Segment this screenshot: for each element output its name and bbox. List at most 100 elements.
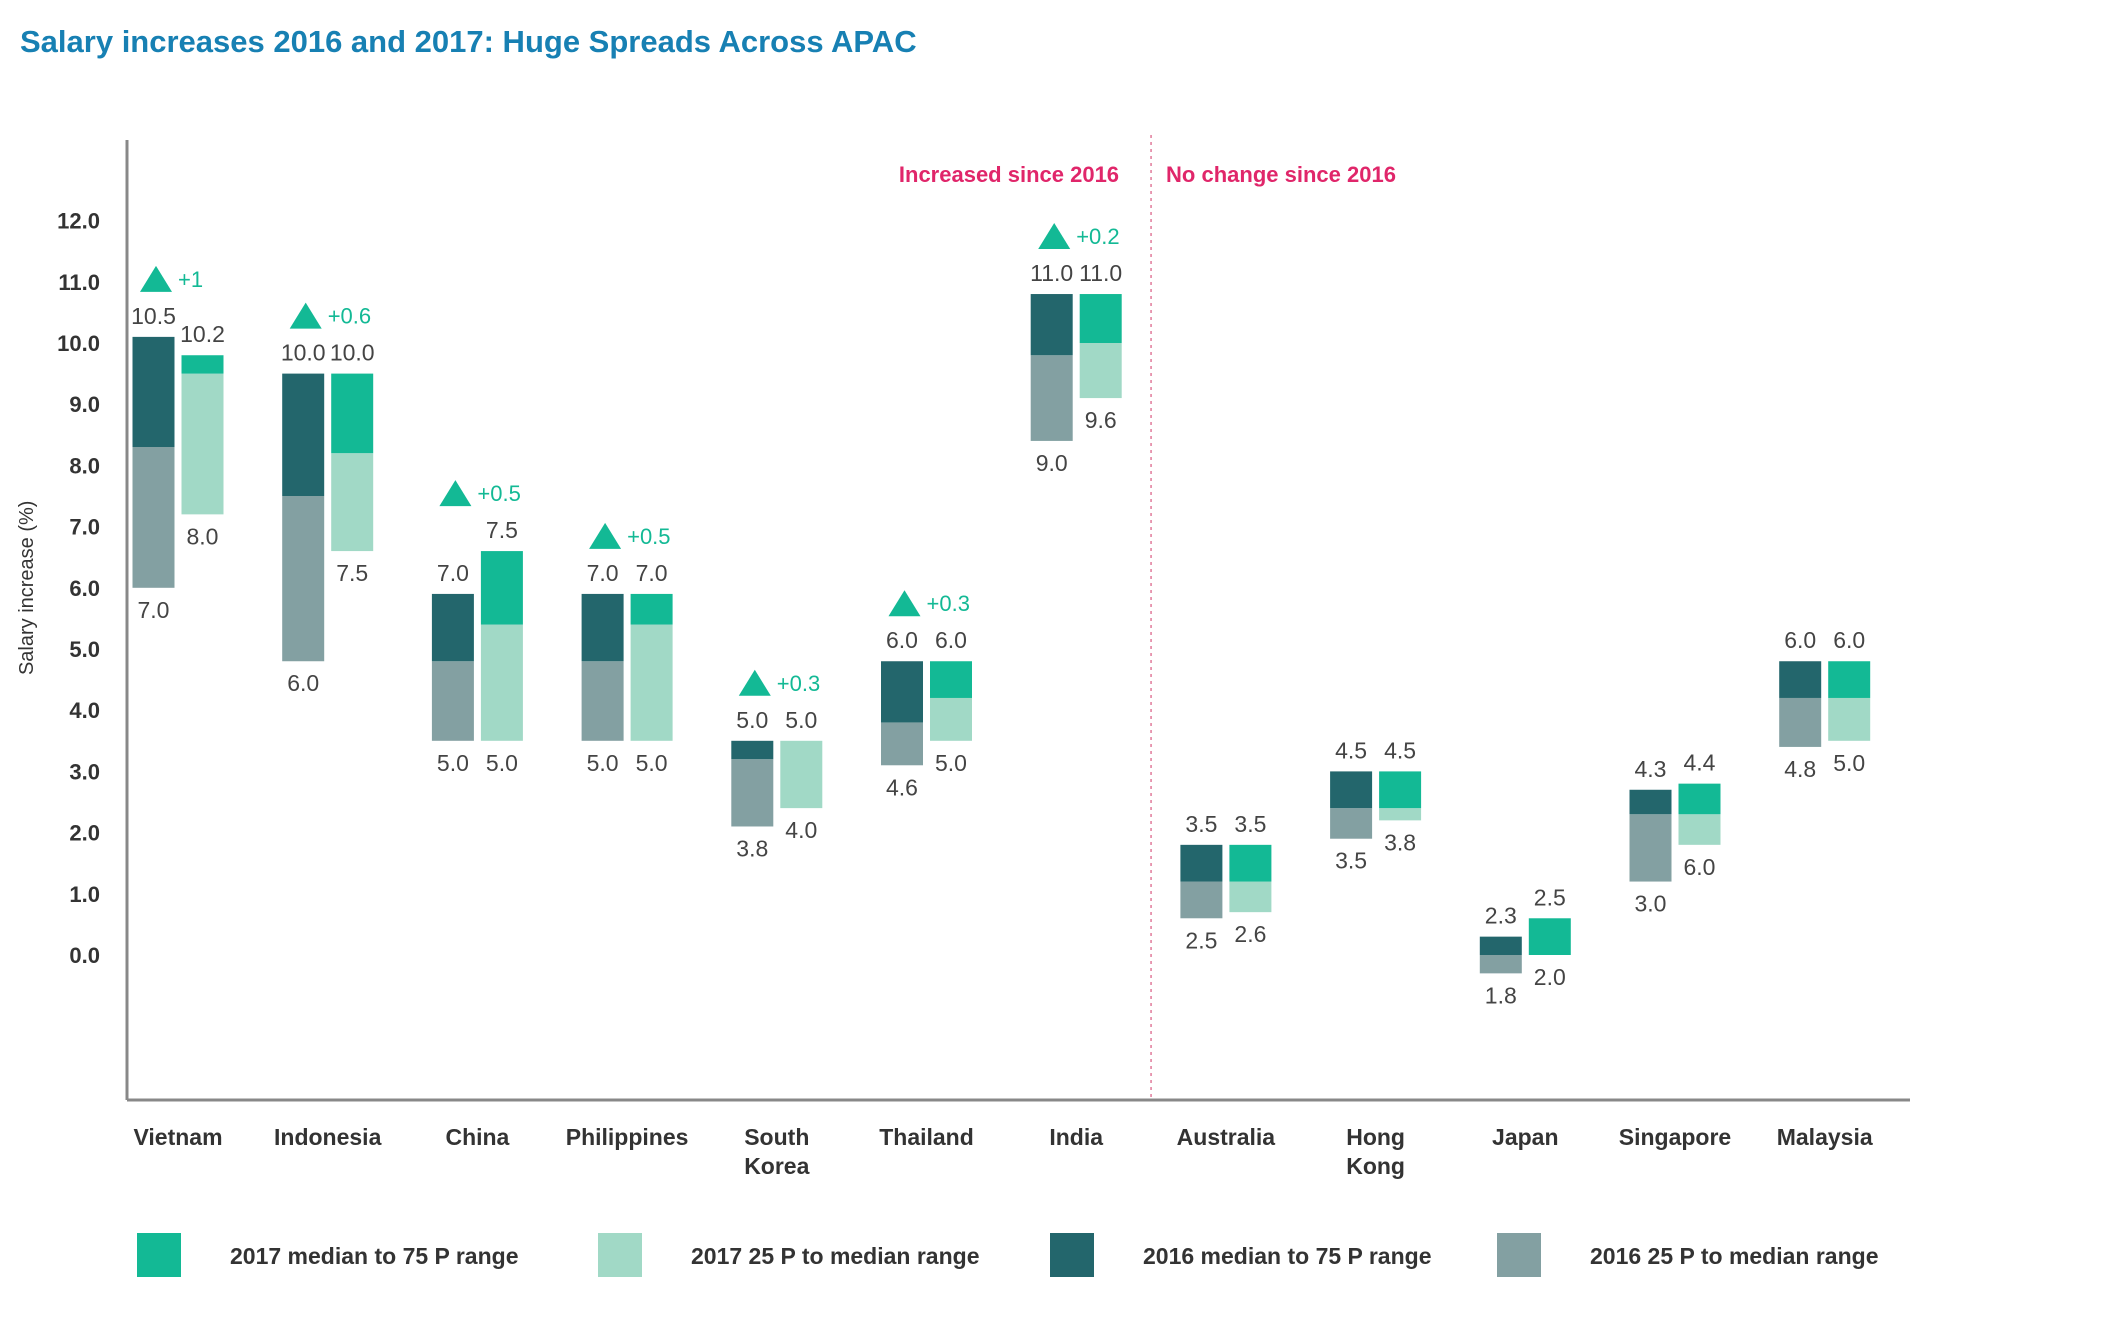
bar-2016-lower — [731, 759, 774, 827]
data-label-2016-bottom: 9.0 — [1036, 450, 1068, 476]
bar-2016-lower — [282, 496, 325, 662]
data-label-2016-top: 4.3 — [1635, 756, 1667, 782]
legend-swatch — [1497, 1233, 1541, 1277]
bar-2017-upper — [1678, 783, 1721, 815]
bar-2017-lower — [480, 624, 523, 741]
bar-2017-lower — [780, 740, 823, 809]
bar-2017-lower — [181, 373, 224, 515]
chart-title: Salary increases 2016 and 2017: Huge Spr… — [20, 24, 917, 59]
bar-2016-lower — [881, 722, 923, 766]
data-label-2016-bottom: 5.0 — [437, 750, 469, 776]
category-label: Malaysia — [1777, 1124, 1873, 1150]
data-label-2017-bottom: 5.0 — [935, 750, 967, 776]
category-label: Japan — [1492, 1124, 1558, 1150]
y-tick-label: 4.0 — [69, 698, 100, 723]
data-label-2016-bottom: 3.5 — [1335, 848, 1367, 874]
data-label-2017-top: 11.0 — [1079, 260, 1122, 286]
delta-label: +0.3 — [777, 671, 820, 696]
legend-swatch — [598, 1233, 642, 1277]
data-label-2016-top: 6.0 — [1784, 627, 1816, 653]
bar-2016-upper — [431, 593, 474, 662]
delta-label: +1 — [178, 267, 203, 292]
y-tick-label: 12.0 — [57, 209, 100, 234]
bar-2016-upper — [581, 593, 624, 662]
bar-2017-upper — [930, 661, 972, 698]
data-label-2017-bottom: 2.6 — [1234, 921, 1266, 947]
data-label-2017-bottom: 5.0 — [1833, 750, 1865, 776]
section-label-no-change: No change since 2016 — [1166, 162, 1396, 187]
category-label: Singapore — [1619, 1124, 1731, 1150]
y-tick-label: 6.0 — [69, 576, 100, 601]
data-label-2016-top: 10.0 — [281, 340, 326, 366]
data-label-2016-bottom: 4.8 — [1784, 756, 1816, 782]
category-label: Hong — [1346, 1124, 1405, 1150]
legend-label: 2017 median to 75 P range — [230, 1243, 519, 1269]
data-label-2017-top: 7.5 — [486, 517, 518, 543]
category-label: Kong — [1346, 1153, 1405, 1179]
data-label-2016-bottom: 1.8 — [1485, 982, 1517, 1008]
data-label-2016-bottom: 3.8 — [736, 835, 768, 861]
bar-2016-upper — [881, 661, 923, 723]
bar-2017-upper — [1828, 661, 1871, 698]
bar-2016-lower — [1779, 697, 1822, 747]
data-label-2017-bottom: 9.6 — [1085, 407, 1117, 433]
bar-2016-lower — [1629, 814, 1672, 882]
category-label: India — [1049, 1124, 1103, 1150]
data-label-2016-top: 10.5 — [131, 303, 176, 329]
y-tick-label: 7.0 — [69, 515, 100, 540]
y-tick-label: 2.0 — [69, 821, 100, 846]
data-label-2017-top: 7.0 — [636, 560, 668, 586]
data-label-2017-bottom: 3.8 — [1384, 829, 1416, 855]
category-label: Indonesia — [274, 1124, 382, 1150]
data-label-2017-bottom: 8.0 — [187, 523, 219, 549]
data-label-2017-bottom: 5.0 — [486, 750, 518, 776]
data-label-2016-top: 5.0 — [736, 707, 768, 733]
data-label-2016-top: 7.0 — [437, 560, 469, 586]
delta-label: +0.3 — [927, 591, 970, 616]
y-tick-label: 9.0 — [69, 392, 100, 417]
bar-2017-lower — [1379, 808, 1422, 821]
data-label-2017-top: 10.0 — [330, 340, 375, 366]
bar-2017-lower — [630, 624, 673, 741]
category-label: Korea — [744, 1153, 809, 1179]
delta-label: +0.6 — [328, 304, 371, 329]
y-tick-label: 1.0 — [69, 882, 100, 907]
bar-2017-upper — [181, 355, 224, 374]
bar-2016-lower — [1030, 355, 1073, 441]
data-label-2016-top: 6.0 — [886, 627, 918, 653]
data-label-2016-top: 3.5 — [1185, 811, 1217, 837]
bar-2016-lower — [431, 661, 474, 741]
bar-2017-upper — [331, 373, 374, 454]
bar-2017-upper — [480, 551, 523, 625]
data-label-2017-top: 10.2 — [180, 321, 225, 347]
data-label-2016-bottom: 3.0 — [1635, 891, 1667, 917]
up-triangle-icon — [738, 669, 771, 696]
data-label-2017-bottom: 5.0 — [636, 750, 668, 776]
y-tick-label: 10.0 — [57, 331, 100, 356]
data-label-2016-top: 4.5 — [1335, 737, 1367, 763]
bars — [132, 294, 1871, 974]
up-triangle-icon — [888, 590, 921, 617]
data-label-2017-bottom: 6.0 — [1684, 854, 1716, 880]
data-label-2016-top: 7.0 — [587, 560, 619, 586]
y-tick-label: 5.0 — [69, 637, 100, 662]
up-triangle-icon — [589, 522, 622, 549]
data-label-2017-top: 4.4 — [1684, 750, 1716, 776]
bar-2017-lower — [1678, 814, 1721, 845]
up-triangle-icon — [140, 265, 172, 292]
data-label-2016-bottom: 4.6 — [886, 774, 918, 800]
delta-label: +0.5 — [627, 524, 670, 549]
bar-2016-upper — [731, 740, 774, 760]
data-label-2017-bottom: 4.0 — [785, 817, 817, 843]
data-label-2016-bottom: 7.0 — [138, 597, 170, 623]
bar-2017-lower — [1079, 343, 1122, 399]
up-triangle-icon — [289, 302, 322, 329]
data-label-2016-top: 2.3 — [1485, 903, 1517, 929]
up-triangle-icon — [1038, 223, 1071, 250]
data-label-2017-top: 6.0 — [1833, 627, 1865, 653]
bar-2017-upper — [1229, 844, 1272, 882]
delta-label: +0.2 — [1076, 224, 1119, 249]
bar-2017-upper — [1379, 771, 1422, 809]
bar-2016-upper — [1479, 936, 1522, 955]
